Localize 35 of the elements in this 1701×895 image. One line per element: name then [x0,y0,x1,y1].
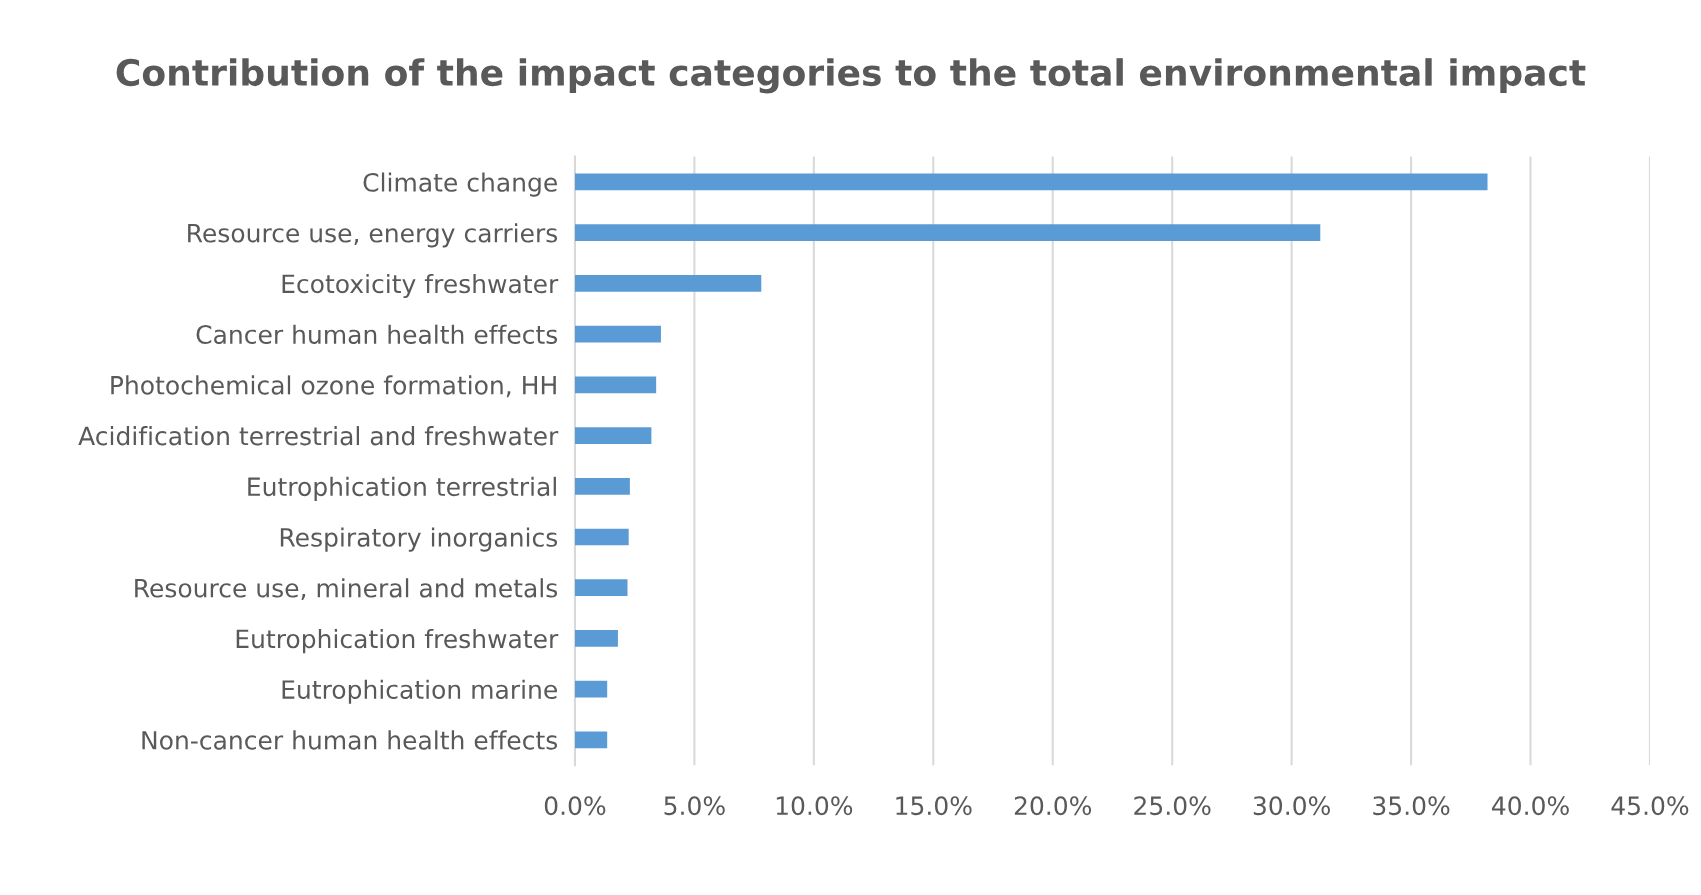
x-tick-label: 45.0% [1611,796,1689,816]
bar [574,173,1488,191]
y-tick-label: Acidification terrestrial and freshwater [78,426,559,446]
y-tick-label: Photochemical ozone formation, HH [111,375,556,398]
x-tick-label: 35.0% [1373,796,1450,816]
bar [574,579,628,597]
bar [574,427,652,444]
bar [574,528,629,546]
y-tick-label: Respiratory inorganics [280,527,558,552]
y-tick-label: Resource use, energy carriers [188,223,558,248]
y-tick-label: Eutrophication freshwater [236,628,559,654]
bar [574,275,762,292]
bar [574,325,661,343]
x-tick-label: 20.0% [1014,796,1092,816]
x-tick-label: 15.0% [896,796,972,816]
x-tick-label: 25.0% [1134,796,1211,816]
x-tick-label: 5.0% [664,796,725,816]
x-tick-label: 30.0% [1253,796,1330,816]
bar [574,477,630,495]
bar [574,376,657,394]
bar [574,680,608,698]
bar [574,731,608,749]
y-tick-label: Resource use, mineral and metals [135,578,558,601]
x-tick-label: 10.0% [776,796,853,816]
y-tick-label: Non-cancer human health effects [142,730,558,750]
chart-title: Contribution of the impact categories to the total environmental impact [116,58,1586,94]
bar [574,630,618,647]
bar [574,224,1321,242]
y-tick-label: Eutrophication terrestrial [248,476,556,501]
y-tick-label: Climate change [363,172,557,197]
y-tick-label: Eutrophication marine [282,679,557,704]
x-tick-label: 40.0% [1492,796,1569,816]
y-tick-label: Ecotoxicity freshwater [282,273,559,299]
x-tick-label: 0.0% [544,796,606,816]
y-tick-label: Cancer human health effects [196,324,558,344]
